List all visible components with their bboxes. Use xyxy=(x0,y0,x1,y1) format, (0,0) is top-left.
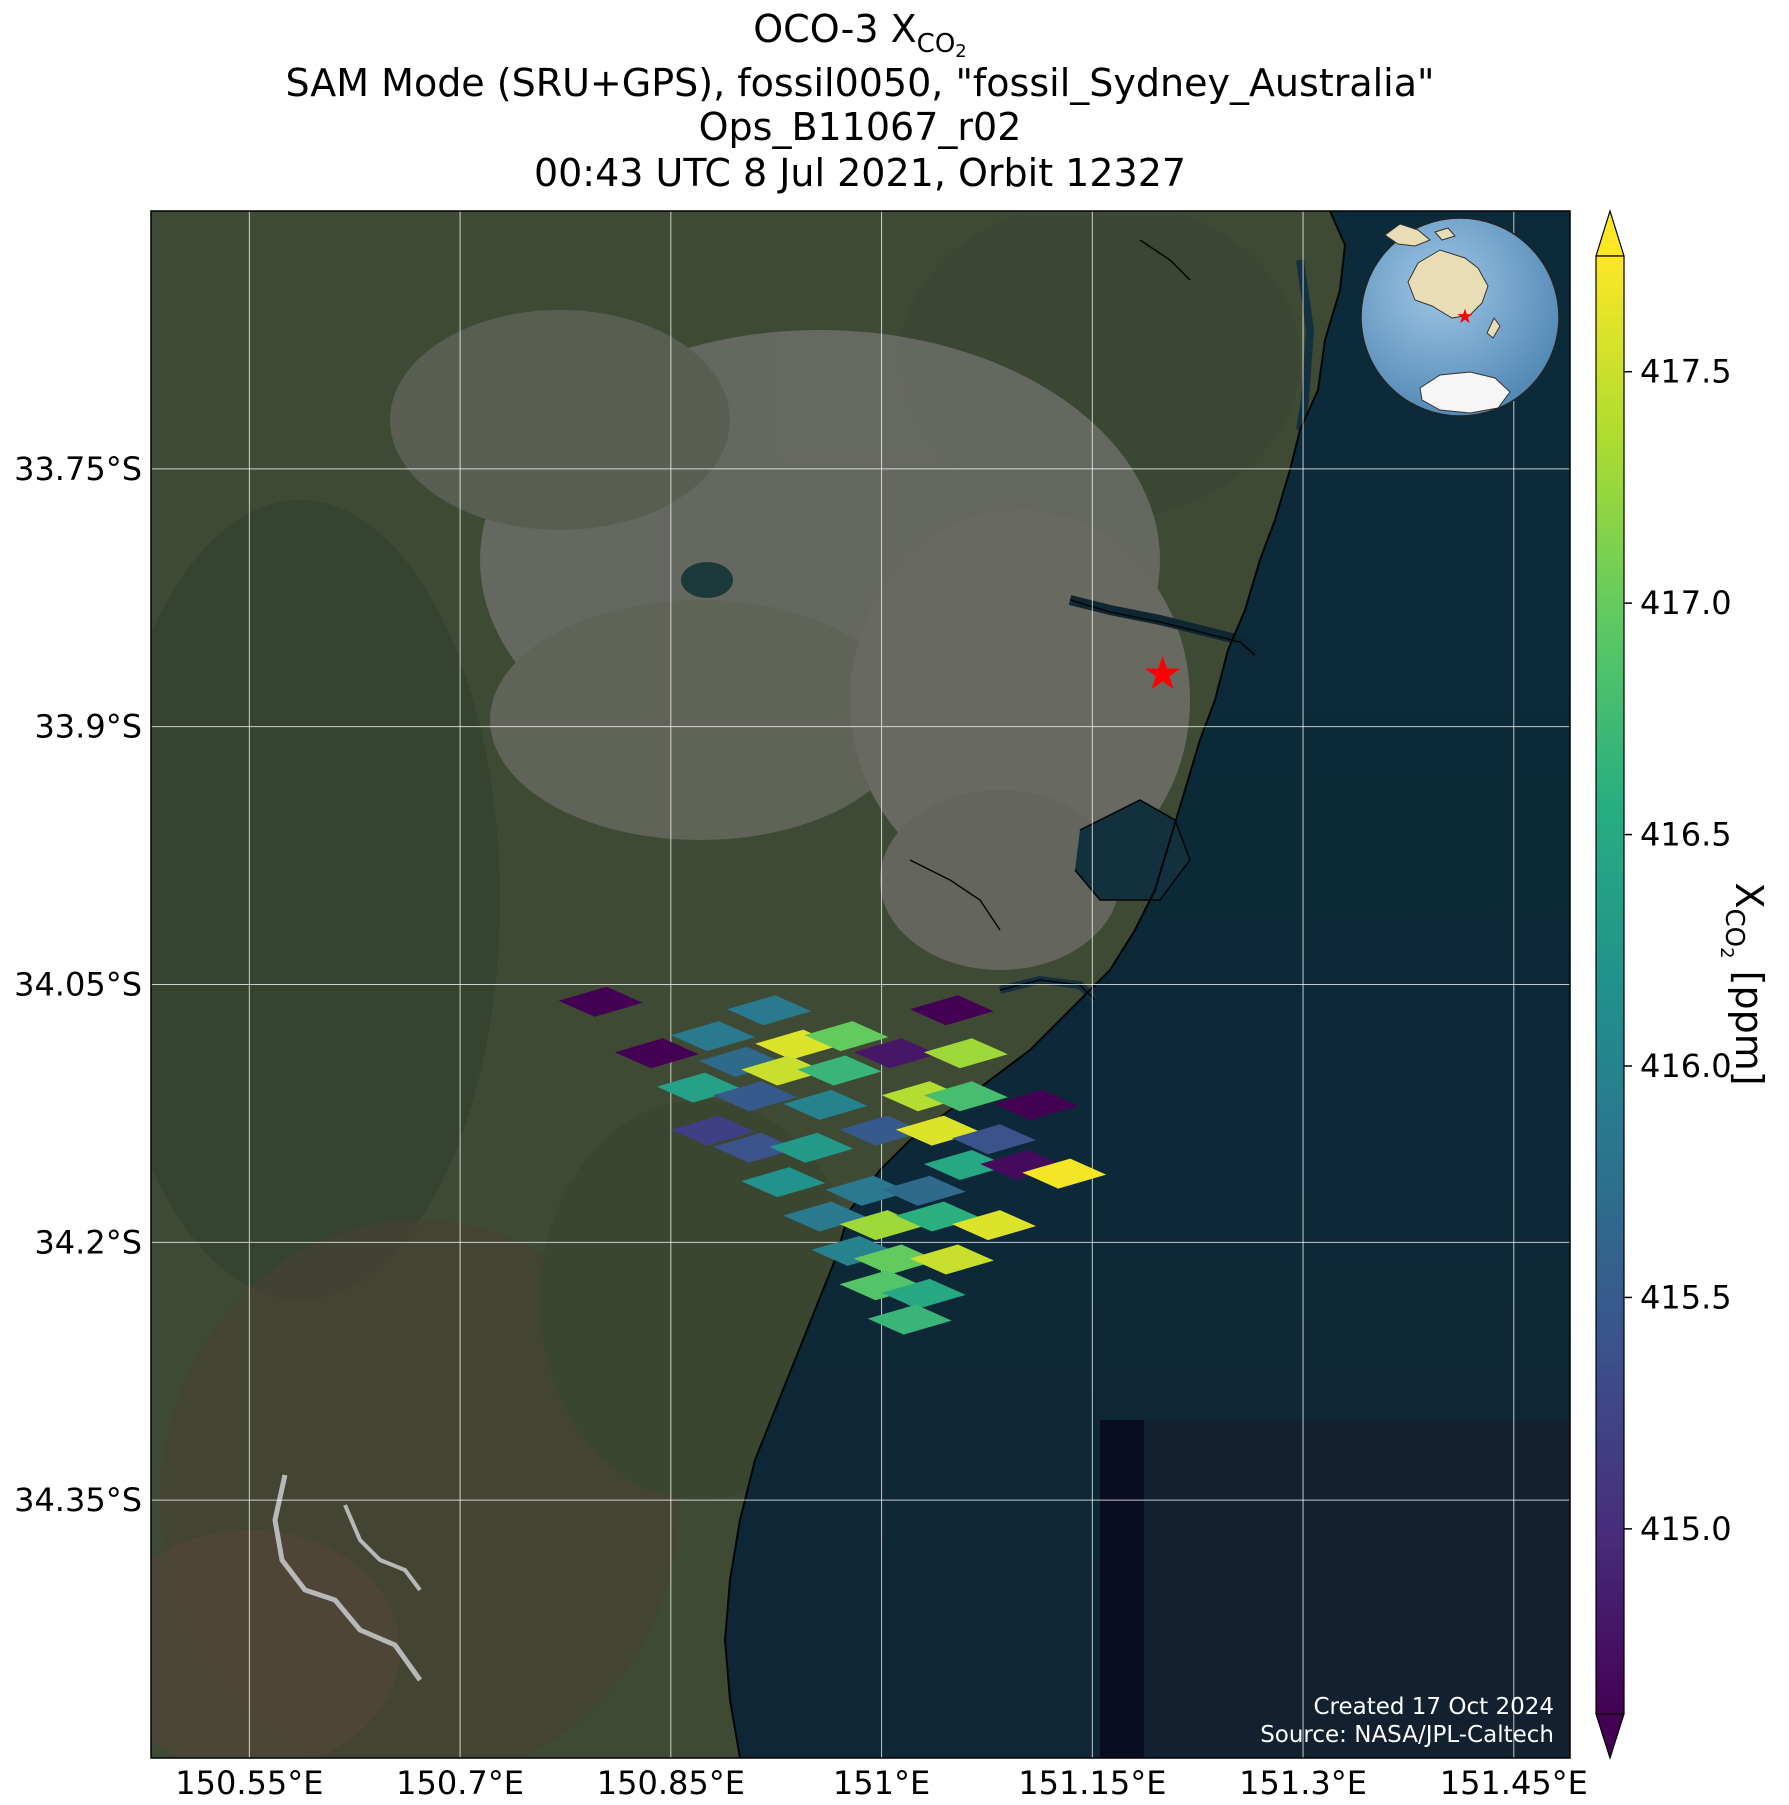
map-frame xyxy=(150,210,1571,1759)
xco2-sounding[interactable] xyxy=(980,1149,1065,1180)
urban-sydney xyxy=(390,310,1190,970)
colorbar-tick-label: 417.0 xyxy=(1640,584,1732,622)
xco2-sounding[interactable] xyxy=(853,1038,938,1069)
xco2-sounding[interactable] xyxy=(923,1038,1008,1069)
lat-tick-label: 33.75°S xyxy=(14,450,142,488)
xco2-soundings[interactable] xyxy=(558,986,1107,1335)
lat-tick-label: 34.05°S xyxy=(14,966,142,1004)
xco2-sounding[interactable] xyxy=(839,1115,924,1146)
xco2-sounding[interactable] xyxy=(923,1149,1008,1180)
globe-target-star-icon: ★ xyxy=(1456,304,1474,328)
xco2-sounding[interactable] xyxy=(713,1081,798,1112)
credits: Created 17 Oct 2024 Source: NASA/JPL-Cal… xyxy=(1260,1694,1554,1748)
botany-bay xyxy=(1075,800,1190,900)
imagery-tile-dark xyxy=(1100,1420,1570,1758)
xco2-sounding[interactable] xyxy=(783,1201,868,1232)
colorbar-tick-label: 416.5 xyxy=(1640,816,1732,854)
xco2-sounding[interactable] xyxy=(881,1175,966,1206)
xco2-sounding[interactable] xyxy=(825,1175,910,1206)
imagery-tile-darker xyxy=(1100,1420,1144,1758)
lon-tick-label: 150.7°E xyxy=(396,1764,524,1801)
globe-australia xyxy=(1407,249,1489,319)
lon-tick-label: 151.15°E xyxy=(1018,1764,1166,1801)
globe-asia xyxy=(1384,223,1456,247)
xco2-sounding[interactable] xyxy=(656,1072,741,1103)
longitude-tick-labels: 150.55°E 150.7°E 150.85°E 151°E 151.15°E 151.… xyxy=(175,1764,1588,1802)
latitude-tick-labels: 33.75°S 33.9°S 34.05°S 34.2°S 34.35°S xyxy=(14,450,142,1519)
xco2-sounding[interactable] xyxy=(699,1046,784,1077)
xco2-sounding[interactable] xyxy=(895,1115,980,1146)
map-panel[interactable] xyxy=(100,200,1570,1780)
xco2-sounding[interactable] xyxy=(741,1055,826,1086)
lake-warragamba xyxy=(272,1474,423,1682)
xco2-sounding[interactable] xyxy=(741,1167,826,1198)
xco2-sounding[interactable] xyxy=(895,1201,980,1232)
sydney-harbour xyxy=(1068,595,1259,659)
xco2-sounding[interactable] xyxy=(951,1124,1036,1155)
lon-tick-label: 150.85°E xyxy=(597,1764,745,1801)
xco2-sounding[interactable] xyxy=(881,1081,966,1112)
coastline xyxy=(723,211,1347,1758)
lake-lower xyxy=(343,1504,422,1592)
title-line-3: Ops_B11067_r02 xyxy=(699,105,1022,149)
globe-new-zealand xyxy=(1486,317,1501,339)
xco2-sounding[interactable] xyxy=(727,995,812,1026)
lon-tick-label: 151°E xyxy=(833,1764,930,1801)
lon-tick-label: 151.3°E xyxy=(1239,1764,1367,1801)
target-star-icon: ★ xyxy=(1142,646,1183,700)
terrain-texture xyxy=(151,211,1300,1758)
title-line-4: 00:43 UTC 8 Jul 2021, Orbit 12327 xyxy=(534,151,1186,195)
xco2-sounding[interactable] xyxy=(909,1244,994,1275)
xco2-sounding[interactable] xyxy=(994,1089,1079,1120)
colorbar-gradient xyxy=(1595,255,1625,1715)
lat-tick-label: 33.9°S xyxy=(34,708,142,746)
colorbar-ticks: 417.5 417.0 416.5 416.0 415.5 415.0 xyxy=(1624,353,1732,1548)
xco2-sounding[interactable] xyxy=(558,986,643,1017)
colorbar-tick-label: 415.0 xyxy=(1640,1510,1732,1548)
xco2-sounding[interactable] xyxy=(811,1235,896,1266)
pittwater xyxy=(1296,259,1315,431)
colorbar-extend-max xyxy=(1595,208,1625,257)
reservoir xyxy=(681,562,733,598)
lat-tick-label: 34.2°S xyxy=(34,1223,142,1261)
target-layer: ★ xyxy=(1142,646,1183,700)
xco2-sounding[interactable] xyxy=(713,1132,798,1163)
xco2-sounding[interactable] xyxy=(923,1081,1008,1112)
lon-tick-label: 150.55°E xyxy=(175,1764,323,1801)
colorbar-label: XCO2 [ppm] xyxy=(1716,882,1771,1085)
xco2-sounding[interactable] xyxy=(769,1132,854,1163)
data-source: Source: NASA/JPL-Caltech xyxy=(1260,1722,1554,1748)
colorbar-tick-label: 416.0 xyxy=(1640,1047,1732,1085)
xco2-sounding[interactable] xyxy=(797,1055,882,1086)
xco2-sounding[interactable] xyxy=(909,995,994,1026)
colorbar-tick-label: 417.5 xyxy=(1640,353,1732,391)
colorbar: 417.5 417.0 416.5 416.0 415.5 415.0 XCO2 [ppm… xyxy=(1595,208,1771,1760)
xco2-sounding[interactable] xyxy=(867,1304,952,1335)
xco2-sounding[interactable] xyxy=(1022,1158,1107,1189)
title-block: OCO-3 XCO2 SAM Mode (SRU+GPS), fossil005… xyxy=(285,7,1434,195)
xco2-sounding[interactable] xyxy=(670,1021,755,1052)
globe-antarctica xyxy=(1419,371,1511,414)
title-line-1: OCO-3 XCO2 xyxy=(753,7,967,62)
xco2-sounding[interactable] xyxy=(839,1270,924,1301)
colorbar-tick-label: 415.5 xyxy=(1640,1278,1732,1316)
colorbar-extend-min xyxy=(1595,1713,1625,1760)
xco2-sounding[interactable] xyxy=(804,1021,889,1052)
gridlines xyxy=(151,211,1570,1758)
xco2-sounding[interactable] xyxy=(881,1278,966,1309)
xco2-sounding[interactable] xyxy=(951,1210,1036,1241)
xco2-sounding[interactable] xyxy=(670,1115,755,1146)
title-line-2: SAM Mode (SRU+GPS), fossil0050, "fossil_… xyxy=(285,61,1434,105)
created-date: Created 17 Oct 2024 xyxy=(1313,1694,1554,1720)
xco2-sounding[interactable] xyxy=(614,1038,699,1069)
globe-inset: ★ xyxy=(1360,217,1560,417)
coastline-harbour xyxy=(909,239,1256,1001)
xco2-sounding[interactable] xyxy=(783,1089,868,1120)
lon-tick-label: 151.45°E xyxy=(1440,1764,1588,1801)
xco2-sounding[interactable] xyxy=(853,1244,938,1275)
lat-tick-label: 34.35°S xyxy=(14,1481,142,1519)
